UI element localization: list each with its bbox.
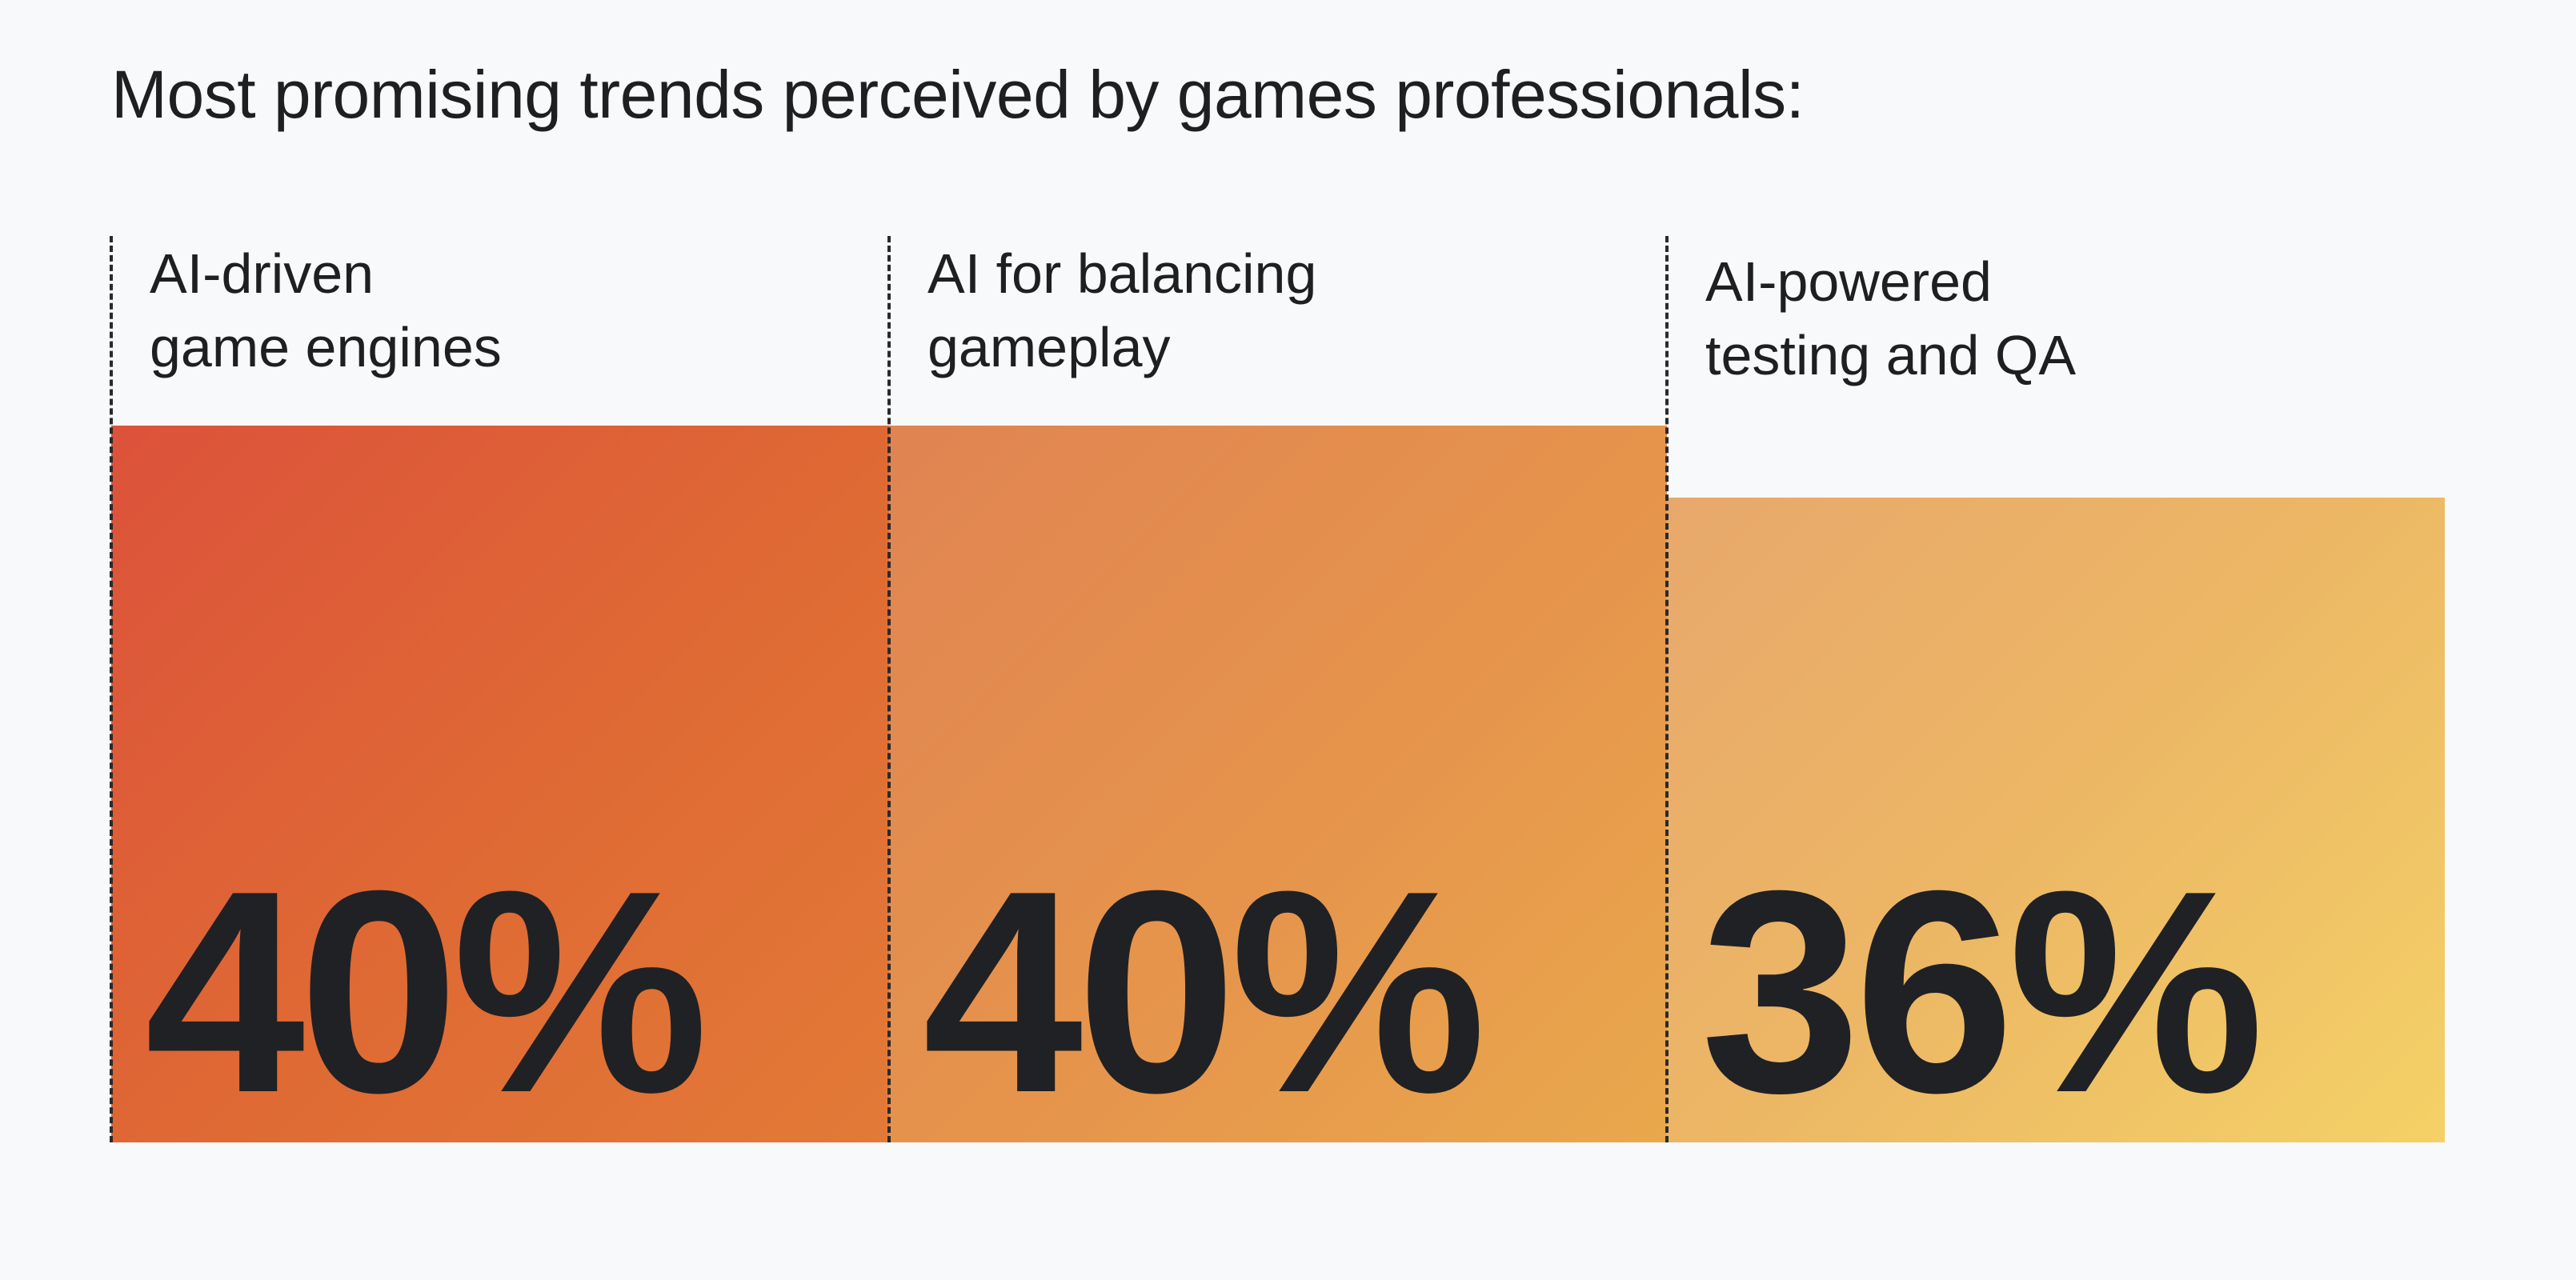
bar-1 <box>111 426 889 1142</box>
value-label-1: 40% <box>145 831 709 1153</box>
bar-3 <box>1667 497 2445 1142</box>
chart-title: Most promising trends perceived by games… <box>111 57 1805 132</box>
category-divider-2 <box>887 236 891 1142</box>
category-label-2: AI for balancing gameplay <box>927 242 1317 378</box>
category-divider-1 <box>110 236 113 1142</box>
bar-2 <box>889 426 1667 1142</box>
value-label-3: 36% <box>1701 831 2265 1153</box>
category-label-3: AI-powered testing and QA <box>1705 250 2077 386</box>
value-label-2: 40% <box>923 831 1487 1153</box>
category-divider-3 <box>1665 236 1669 1142</box>
category-label-1: AI-driven game engines <box>150 242 502 378</box>
